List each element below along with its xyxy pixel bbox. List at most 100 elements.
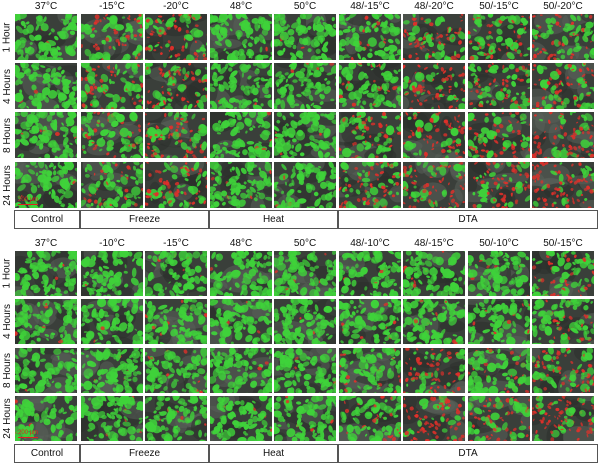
column-header: 50°C	[293, 238, 317, 249]
micrograph-cell	[14, 298, 78, 345]
column-header: -20°C	[163, 1, 189, 12]
group-label: Freeze	[80, 444, 209, 463]
micrograph-cell	[80, 250, 144, 297]
micrograph-cell	[273, 250, 337, 297]
micrograph-cell	[80, 62, 144, 110]
micrograph-cell	[209, 62, 273, 110]
micrograph-cell	[273, 161, 337, 209]
column-header: 48/-20°C	[414, 1, 454, 12]
micrograph-cell	[80, 161, 144, 209]
micrograph-cell	[467, 161, 531, 209]
column-header: -15°C	[99, 1, 125, 12]
micrograph-cell	[467, 347, 531, 394]
row-label: 4 Hours	[1, 303, 13, 340]
row-label: 8 Hours	[1, 352, 13, 389]
micrograph-cell	[531, 298, 595, 345]
micrograph-cell	[144, 62, 208, 110]
micrograph-cell	[338, 395, 402, 442]
micrograph-cell	[80, 347, 144, 394]
treatment-groups: Control Freeze Heat DTA	[14, 210, 598, 229]
panel-2: 37°C -10°C -15°C 48°C 50°C 48/-10°C 48/-15°C 50…	[0, 237, 600, 464]
micrograph-cell	[467, 62, 531, 110]
micrograph-cell	[273, 13, 337, 61]
micrograph-cell	[144, 161, 208, 209]
micrograph-cell	[14, 250, 78, 297]
group-label: Heat	[209, 210, 338, 229]
row-label: 4 Hours	[1, 68, 13, 104]
micrograph-cell	[402, 62, 466, 110]
micrograph-cell	[14, 13, 78, 61]
micrograph-cell	[14, 111, 78, 159]
micrograph-cell	[209, 298, 273, 345]
micrograph-cell	[273, 395, 337, 442]
micrograph-cell	[402, 298, 466, 345]
column-header: 48/-15°C	[414, 238, 454, 249]
column-header: 48°C	[229, 1, 253, 12]
micrograph-cell	[209, 347, 273, 394]
micrograph-cell	[531, 111, 595, 159]
micrograph-cell	[209, 395, 273, 442]
micrograph-cell	[273, 111, 337, 159]
row-label: 1 Hour	[1, 258, 13, 289]
micrograph-cell	[209, 13, 273, 61]
micrograph-cell	[402, 347, 466, 394]
column-header: 37°C	[34, 1, 58, 12]
micrograph-cell	[402, 250, 466, 297]
micrograph-cell	[209, 111, 273, 159]
column-header: -15°C	[163, 238, 189, 249]
micrograph-cell	[467, 395, 531, 442]
group-label: Freeze	[80, 210, 209, 229]
micrograph-cell	[338, 62, 402, 110]
micrograph-cell	[402, 111, 466, 159]
micrograph-cell	[467, 250, 531, 297]
micrograph-cell	[14, 62, 78, 110]
micrograph-cell	[402, 395, 466, 442]
column-header: 50/-15°C	[479, 1, 519, 12]
column-header: 50/-10°C	[479, 238, 519, 249]
group-label: Control	[14, 210, 80, 229]
micrograph-cell	[467, 298, 531, 345]
micrograph-cell	[402, 161, 466, 209]
micrograph-cell	[531, 250, 595, 297]
panel-1: 37°C -15°C -20°C 48°C 50°C 48/-15°C 48/-20°C 50…	[0, 0, 600, 230]
group-label: Heat	[209, 444, 338, 463]
micrograph-cell	[531, 13, 595, 61]
micrograph-cell	[467, 111, 531, 159]
column-header: 48°C	[229, 238, 253, 249]
treatment-groups: Control Freeze Heat DTA	[14, 444, 598, 463]
column-header: 50°C	[293, 1, 317, 12]
column-header: 50/-20°C	[543, 1, 583, 12]
column-header: 48/-15°C	[350, 1, 390, 12]
micrograph-cell	[209, 161, 273, 209]
micrograph-cell	[14, 347, 78, 394]
column-header: 37°C	[34, 238, 58, 249]
micrograph-cell	[144, 298, 208, 345]
scale-bar: 200 µm	[18, 430, 39, 438]
micrograph-cell	[80, 111, 144, 159]
micrograph-cell	[273, 347, 337, 394]
row-label: 8 Hours	[1, 117, 13, 153]
row-label: 24 Hours	[1, 398, 13, 439]
micrograph-cell	[338, 347, 402, 394]
micrograph-cell	[338, 250, 402, 297]
micrograph-cell	[80, 13, 144, 61]
micrograph-cell	[80, 395, 144, 442]
micrograph-cell	[531, 62, 595, 110]
micrograph-cell	[144, 395, 208, 442]
column-header: 50/-15°C	[543, 238, 583, 249]
micrograph-cell	[338, 161, 402, 209]
micrograph-cell	[338, 13, 402, 61]
micrograph-cell	[80, 298, 144, 345]
micrograph-cell	[531, 395, 595, 442]
group-label: DTA	[338, 444, 598, 463]
micrograph-cell	[144, 13, 208, 61]
micrograph-cell	[531, 161, 595, 209]
group-label: DTA	[338, 210, 598, 229]
micrograph-cell	[209, 250, 273, 297]
row-label: 24 Hours	[1, 164, 13, 206]
group-label: Control	[14, 444, 80, 463]
micrograph-cell	[467, 13, 531, 61]
column-header: -10°C	[99, 238, 125, 249]
micrograph-cell	[531, 347, 595, 394]
micrograph-cell	[338, 111, 402, 159]
